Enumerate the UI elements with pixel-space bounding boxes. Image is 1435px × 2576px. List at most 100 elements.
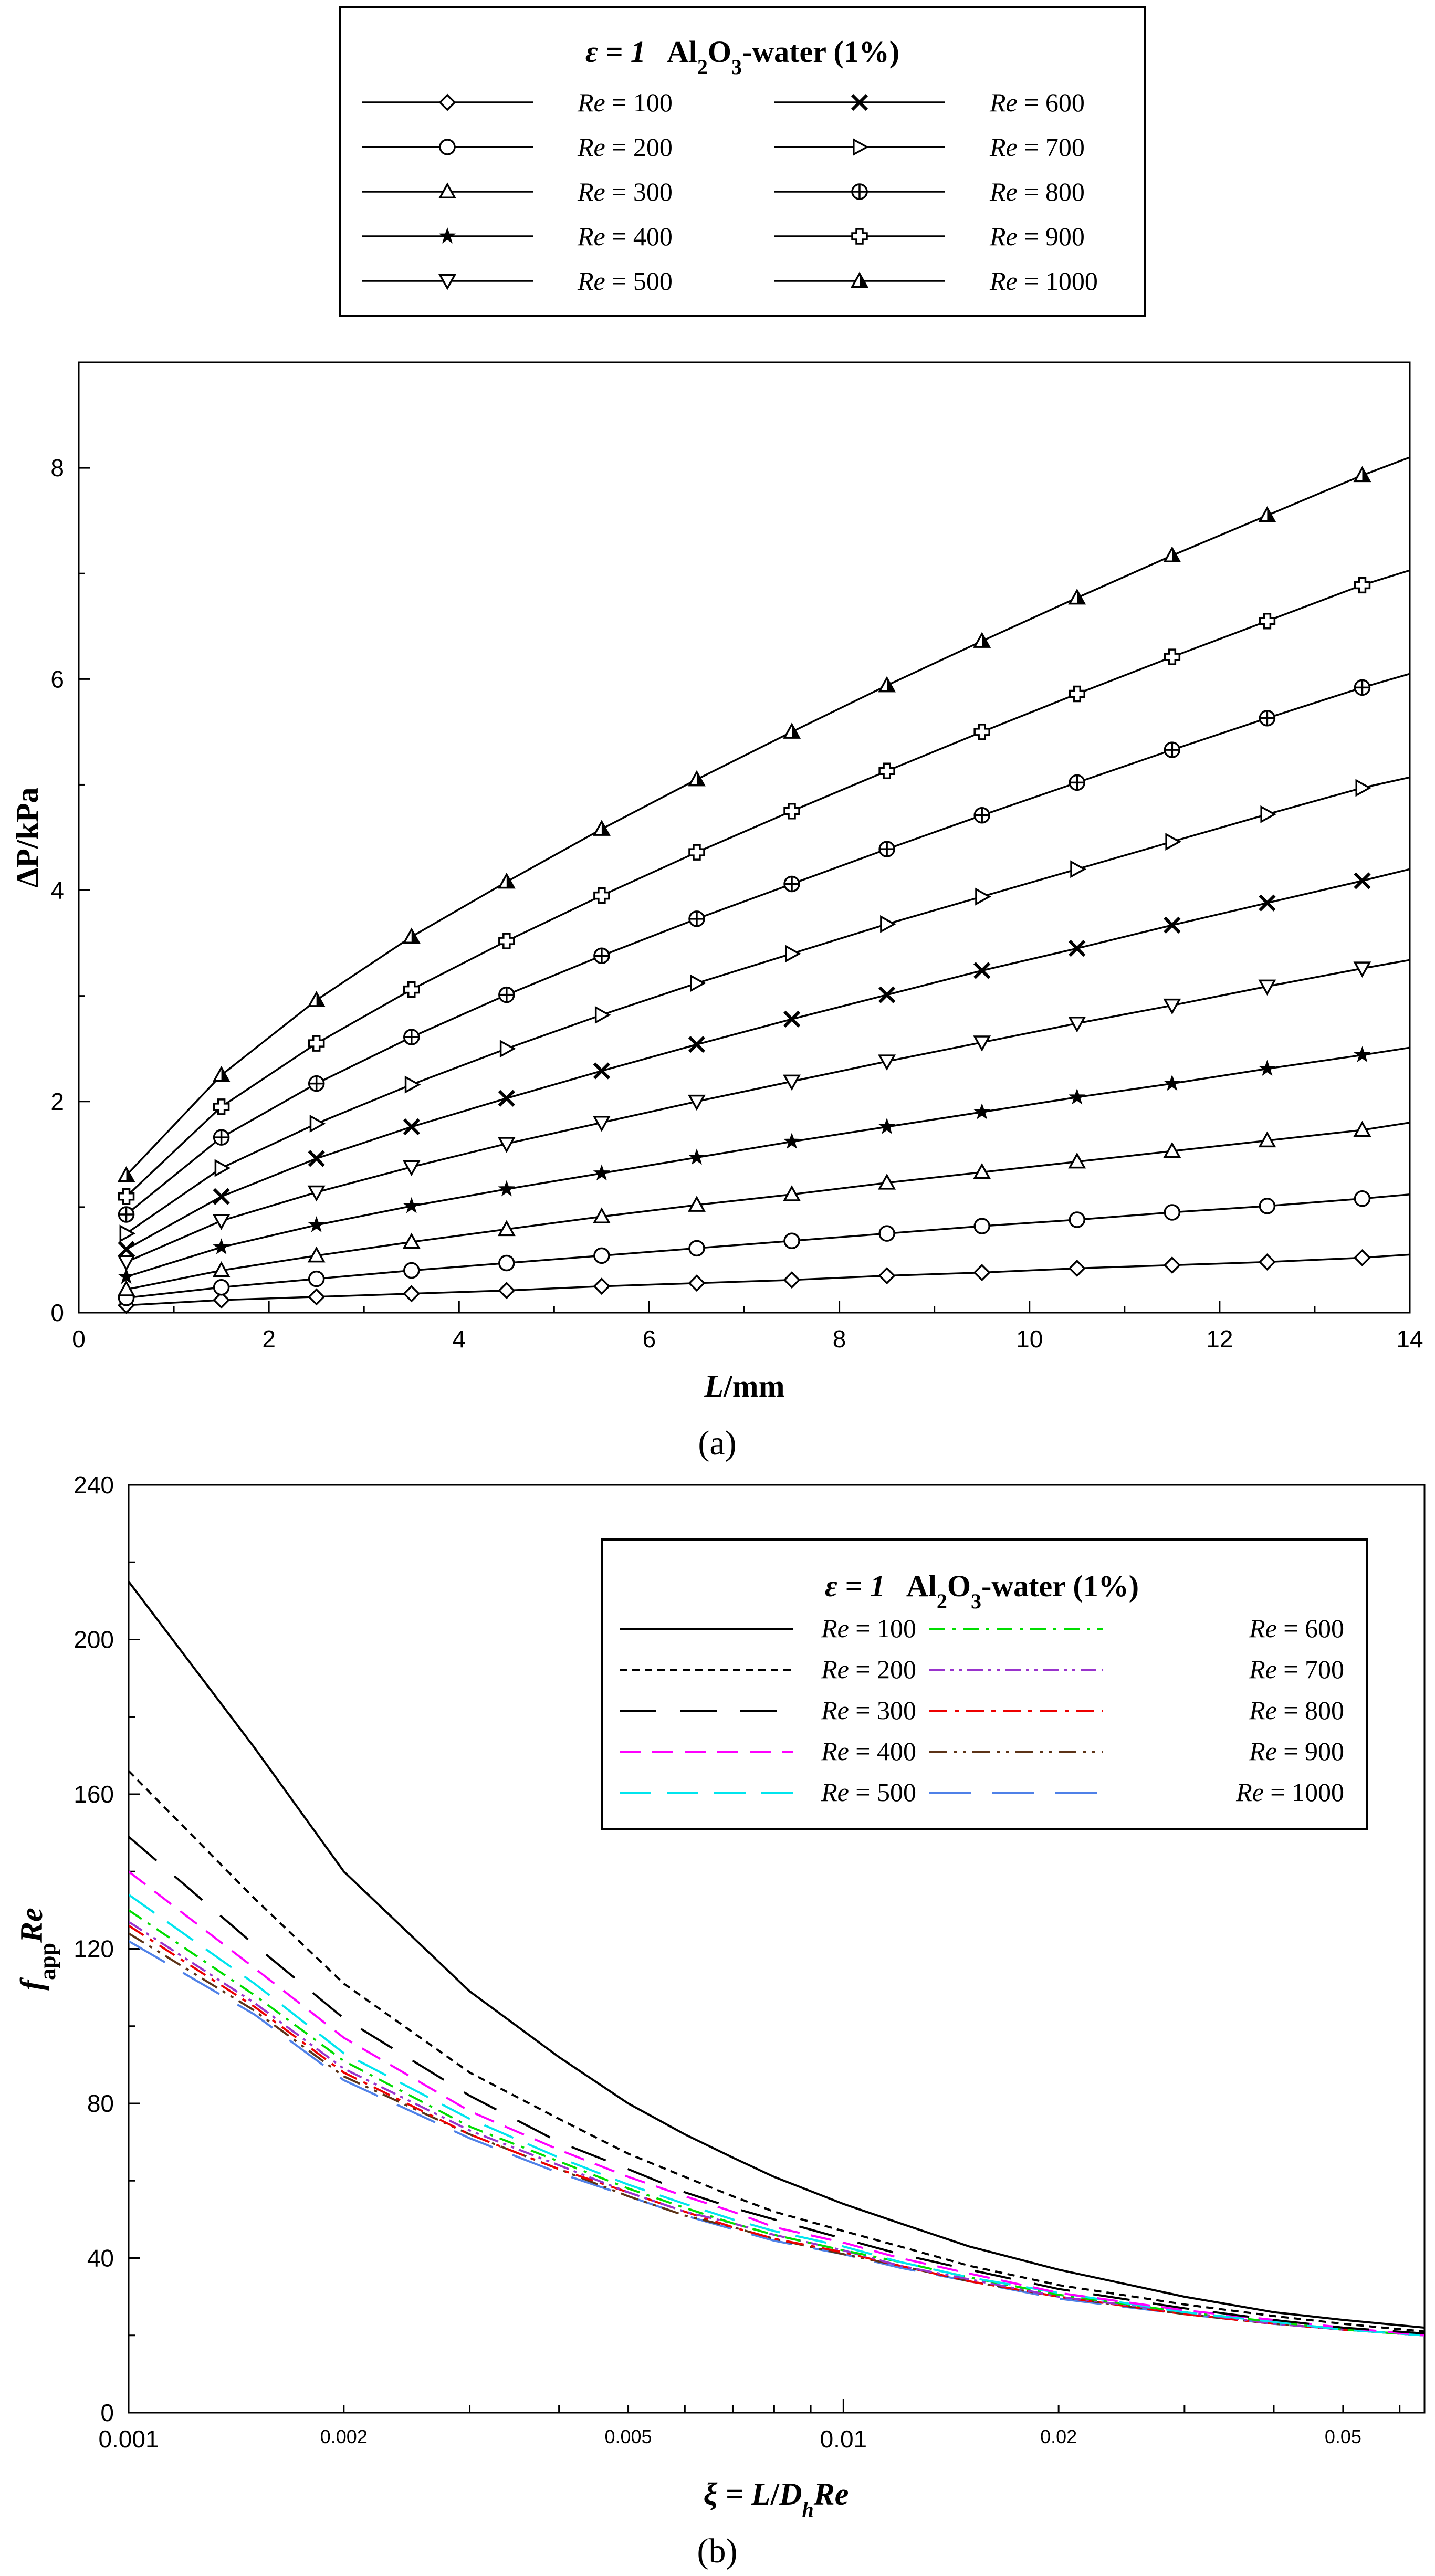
a-point-re-500 [212,1214,231,1230]
a-point-re-300 [497,1220,516,1237]
a-point-re-1000 [973,632,991,648]
legend-a-entry-re-100: Re = 100 [362,88,673,117]
a-point-re-900 [688,844,705,861]
a-point-re-1000 [1163,546,1181,562]
legend-a-marker [851,271,868,288]
legend-b-entry-re-400: Re = 400 [620,1736,916,1766]
a-series-re-700 [119,776,1410,1243]
b-x-minor-tick-label: 0.005 [604,2426,652,2447]
legend-a-entry-re-700: Re = 700 [774,132,1085,162]
legend-b-entry-re-500: Re = 500 [620,1777,916,1807]
a-point-re-600 [403,1118,420,1136]
a-series-re-800 [118,673,1410,1223]
a-point-re-1000 [1258,506,1276,522]
a-point-re-200 [878,1225,895,1242]
a-point-re-700 [309,1115,326,1133]
legend-b-entry-re-300: Re = 300 [620,1695,916,1725]
a-series-re-600 [118,868,1410,1258]
a-point-re-700 [404,1075,421,1094]
a-point-re-1000 [212,1065,231,1082]
a-point-re-200 [593,1247,610,1264]
legend-a-marker [439,139,456,155]
a-point-re-800 [308,1075,325,1092]
a-point-re-800 [1259,709,1276,727]
legend-b-label: Re = 700 [1249,1654,1344,1684]
legend-a-label: Re = 700 [989,132,1085,162]
a-point-re-400 [688,1148,706,1165]
a-point-re-300 [1163,1142,1181,1158]
a-point-re-900 [1164,648,1181,665]
a-point-re-400 [1259,1060,1276,1076]
a-point-re-700 [119,1224,136,1243]
a-point-re-800 [1354,679,1371,696]
a-point-re-100 [1163,1256,1181,1274]
b-line-re-700 [129,1921,1424,2337]
b-x-axis-label: ξ = L/DhRe [704,2477,849,2521]
a-point-re-400 [498,1180,515,1197]
legend-a-label: Re = 500 [577,266,673,296]
a-point-re-900 [878,762,895,780]
a-point-re-900 [973,724,990,740]
legend-a-entry-re-500: Re = 500 [362,266,673,296]
a-point-re-500 [1353,961,1371,978]
a-point-re-600 [1259,894,1276,912]
a-point-re-300 [1068,1152,1086,1169]
legend-a-marker [853,138,869,156]
a-x-tick-label: 0 [72,1325,86,1353]
a-point-re-400 [593,1164,611,1181]
a-point-re-800 [783,875,800,893]
b-x-tick-label: 0.001 [98,2425,159,2453]
a-y-tick-label: 0 [50,1299,64,1326]
panel-b: 0.001 0.01 0.002 0.005 0.02 0.05 0 40 80 120 160 20… [14,1471,1426,2570]
a-point-re-400 [118,1268,135,1284]
legend-a-label: Re = 600 [989,88,1085,117]
a-point-re-500 [1068,1017,1086,1033]
a-point-re-1000 [497,872,516,889]
legend-a-marker [438,93,456,111]
b-line-re-300 [129,1836,1424,2335]
b-x-minor-tick-label: 0.002 [320,2426,368,2447]
a-point-re-600 [118,1241,135,1258]
a-point-re-600 [688,1036,706,1053]
a-point-re-500 [307,1185,326,1202]
legend-b-label: Re = 100 [821,1614,916,1643]
a-point-re-700 [1260,805,1276,823]
a-point-re-100 [878,1267,896,1285]
a-point-re-600 [1354,872,1371,889]
a-point-re-100 [213,1291,231,1309]
a-point-re-600 [213,1188,230,1205]
a-point-re-400 [973,1103,991,1119]
a-point-re-700 [1165,833,1181,851]
a-point-re-100 [308,1288,326,1306]
b-y-tick-label: 120 [74,1935,114,1963]
a-point-re-1000 [1353,466,1371,483]
b-x-minor-tick-label: 0.05 [1325,2426,1361,2447]
a-point-re-500 [497,1137,516,1153]
a-point-re-400 [1354,1046,1371,1063]
legend-b: ε = 1 Al2O3-water (1%) Re = 100 Re = 200 Re… [601,1538,1368,1830]
a-point-re-700 [594,1006,611,1024]
a-series-re-300 [117,1121,1410,1296]
b-y-tick-label: 80 [87,2090,114,2117]
legend-a-marker [851,93,868,111]
legend-b-label: Re = 900 [1249,1736,1344,1766]
b-line-re-500 [129,1893,1424,2337]
a-x-tick-label: 12 [1206,1325,1233,1353]
a-point-re-800 [118,1206,135,1223]
a-point-re-100 [498,1282,516,1300]
b-line-re-900 [129,1932,1424,2337]
legend-b-entry-re-200: Re = 200 [620,1654,916,1684]
legend-a-marker [851,183,868,200]
a-point-re-700 [880,915,896,933]
a-point-re-500 [687,1094,706,1111]
a-point-re-500 [402,1160,421,1177]
a-point-re-600 [1069,940,1086,957]
a-point-re-200 [1164,1204,1181,1221]
a-y-tick-label: 6 [50,665,64,693]
a-line-re-900 [125,569,1410,1198]
a-point-re-300 [687,1196,706,1212]
a-point-re-400 [1069,1088,1086,1105]
b-y-tick-label: 40 [87,2245,114,2272]
a-x-axis-label: L/mm [704,1369,784,1404]
a-point-re-700 [975,887,991,906]
